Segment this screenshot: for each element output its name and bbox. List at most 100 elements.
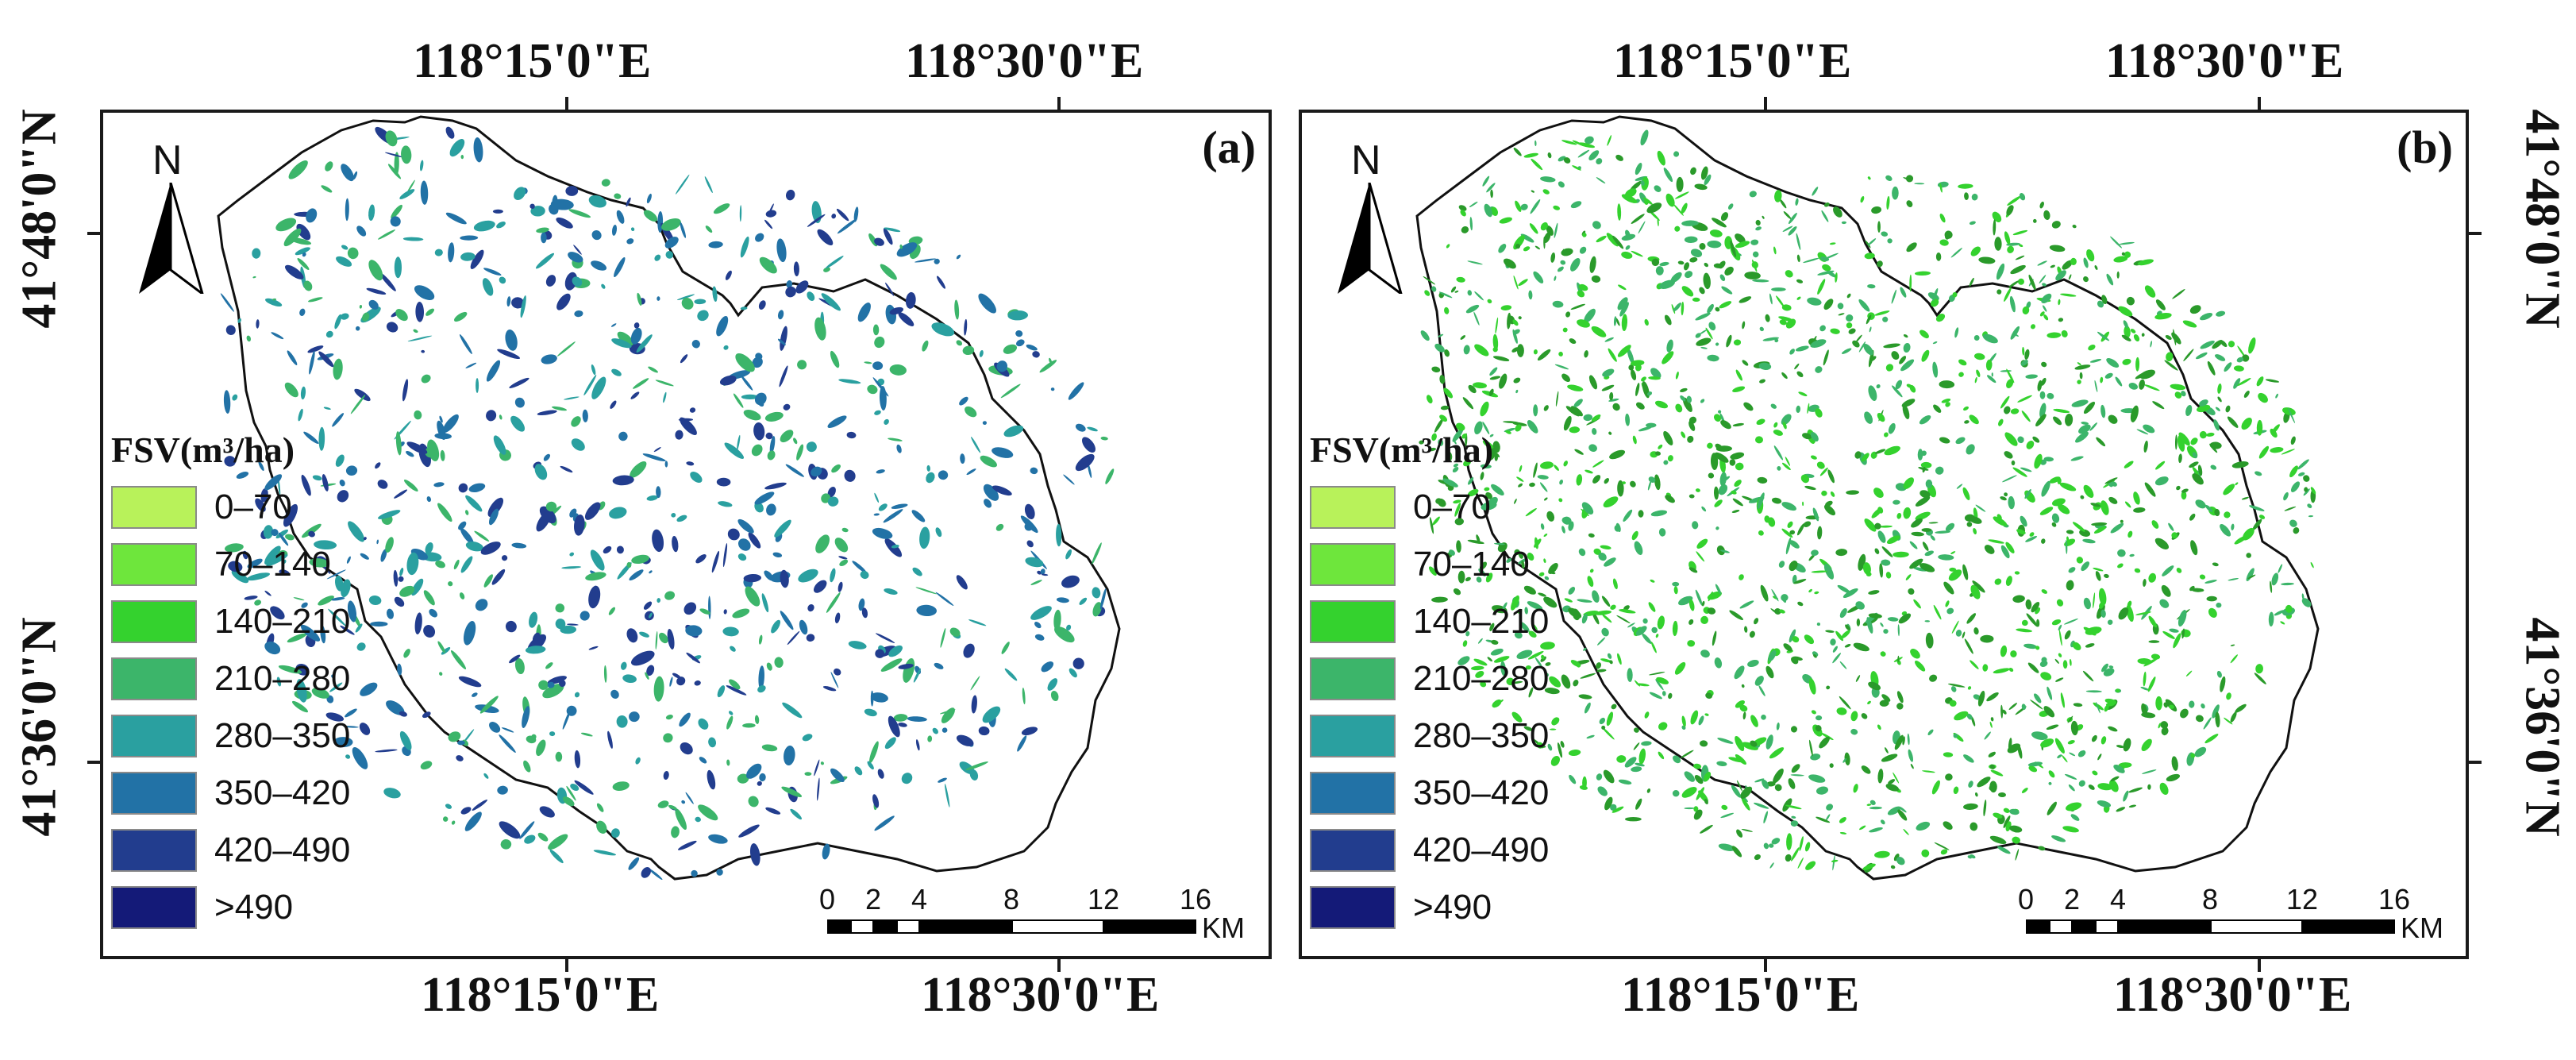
forest-patch	[1739, 704, 1748, 712]
forest-patch	[362, 312, 370, 322]
forest-patch	[2000, 545, 2010, 559]
forest-patch	[1428, 566, 1437, 576]
forest-patch	[475, 599, 488, 611]
forest-patch	[1664, 314, 1672, 326]
forest-patch	[2020, 515, 2027, 527]
forest-patch	[1646, 422, 1657, 428]
forest-patch	[385, 537, 394, 553]
forest-patch	[1654, 400, 1669, 409]
forest-patch	[1075, 453, 1095, 472]
forest-patch	[2258, 445, 2270, 459]
forest-patch	[675, 808, 687, 831]
forest-patch	[1827, 469, 1835, 484]
forest-patch	[2088, 344, 2096, 351]
forest-patch	[645, 672, 649, 680]
forest-patch	[915, 739, 920, 751]
forest-patch	[1713, 486, 1719, 500]
forest-patch	[399, 730, 412, 750]
forest-patch	[1514, 631, 1523, 639]
forest-patch	[1883, 343, 1900, 349]
forest-patch	[1897, 624, 1900, 637]
forest-patch	[1715, 342, 1719, 346]
scale-tick-label: 2	[2063, 883, 2081, 915]
forest-patch	[1658, 528, 1666, 537]
forest-patch	[1731, 784, 1741, 798]
forest-patch	[1654, 474, 1661, 491]
forest-patch	[2003, 815, 2011, 828]
forest-patch	[2166, 773, 2181, 782]
forest-patch	[2008, 495, 2015, 510]
forest-patch	[1984, 545, 1995, 554]
forest-patch	[1500, 305, 1512, 310]
forest-patch	[601, 283, 606, 289]
forest-patch	[1673, 586, 1678, 595]
forest-patch	[1758, 362, 1772, 370]
forest-patch	[1627, 348, 1635, 364]
forest-patch	[1641, 741, 1652, 746]
forest-patch	[2104, 573, 2109, 578]
legend: FSV(m³/ha) 0–70 70–140 140–210 210–280 2…	[111, 429, 445, 937]
forest-patch	[1750, 239, 1759, 245]
forest-patch	[1516, 649, 1533, 660]
forest-patch	[1492, 356, 1510, 361]
forest-patch	[1759, 326, 1764, 332]
forest-patch	[1591, 326, 1607, 337]
forest-patch	[1604, 478, 1610, 484]
forest-patch	[1579, 246, 1587, 254]
forest-patch	[448, 242, 455, 263]
forest-patch	[1557, 266, 1564, 272]
forest-patch	[1538, 572, 1545, 576]
forest-patch	[1543, 558, 1546, 564]
forest-patch	[1712, 218, 1727, 228]
forest-patch	[1921, 450, 1927, 457]
forest-patch	[380, 549, 387, 562]
forest-patch	[496, 222, 506, 229]
forest-patch	[2104, 477, 2118, 484]
forest-patch	[1896, 691, 1904, 703]
forest-patch	[1608, 398, 1619, 402]
forest-patch	[1715, 443, 1723, 450]
forest-patch	[1804, 842, 1811, 852]
forest-patch	[1612, 403, 1620, 411]
forest-patch	[1554, 276, 1557, 281]
forest-patch	[1783, 211, 1792, 219]
forest-patch	[1582, 233, 1587, 237]
forest-patch	[2215, 711, 2220, 728]
forest-patch	[299, 308, 306, 317]
forest-patch	[2256, 376, 2264, 387]
forest-patch	[1921, 349, 1930, 362]
forest-patch	[1439, 414, 1448, 422]
forest-patch	[2058, 299, 2061, 306]
forest-patch	[574, 780, 594, 795]
forest-patch	[314, 540, 337, 550]
forest-patch	[1707, 303, 1714, 314]
forest-patch	[1487, 657, 1493, 662]
forest-patch	[1630, 480, 1636, 488]
forest-patch	[884, 227, 901, 233]
forest-patch	[2192, 473, 2204, 485]
forest-patch	[2000, 704, 2004, 719]
forest-patch	[2190, 437, 2198, 445]
forest-patch	[2172, 289, 2185, 299]
forest-patch	[629, 711, 640, 723]
forest-patch	[780, 569, 789, 588]
forest-patch	[1431, 433, 1437, 441]
forest-patch	[1869, 806, 1882, 810]
forest-patch	[2307, 503, 2312, 509]
forest-patch	[1584, 308, 1596, 323]
forest-patch	[979, 349, 984, 357]
forest-patch	[2029, 532, 2035, 537]
forest-patch	[1963, 754, 1974, 763]
forest-patch	[1861, 453, 1869, 462]
forest-patch	[2159, 782, 2169, 796]
forest-patch	[1651, 258, 1660, 267]
forest-patch	[639, 631, 649, 638]
forest-patch	[1636, 683, 1650, 687]
forest-patch	[1533, 271, 1544, 283]
forest-patch	[1973, 353, 1985, 360]
lon-label-top-right: 118°30'0"E	[905, 34, 1144, 88]
forest-patch	[864, 708, 877, 717]
forest-patch	[1966, 522, 1973, 527]
forest-patch	[901, 773, 913, 784]
forest-patch	[1869, 827, 1883, 833]
